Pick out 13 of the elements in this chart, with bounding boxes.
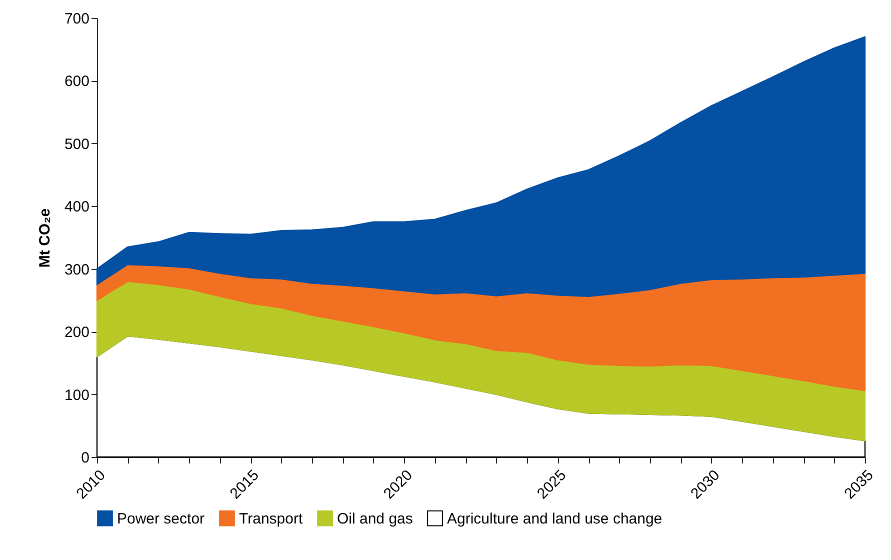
legend-label: Power sector xyxy=(117,510,205,528)
legend-label: Oil and gas xyxy=(337,510,413,528)
y-tick-label: 200 xyxy=(64,324,90,342)
y-tick-label: 0 xyxy=(81,450,90,466)
legend-label: Agriculture and land use change xyxy=(447,510,662,528)
y-tick-label: 100 xyxy=(64,386,90,404)
y-tick-label: 500 xyxy=(64,136,90,153)
y-tick-label: 600 xyxy=(64,73,90,90)
y-tick-label: 700 xyxy=(64,10,90,28)
y-tick-label: 400 xyxy=(64,198,90,216)
y-tick-label: 300 xyxy=(64,261,90,278)
legend-label: Transport xyxy=(239,510,304,528)
y-axis-title: Mt CO₂e xyxy=(36,208,54,268)
